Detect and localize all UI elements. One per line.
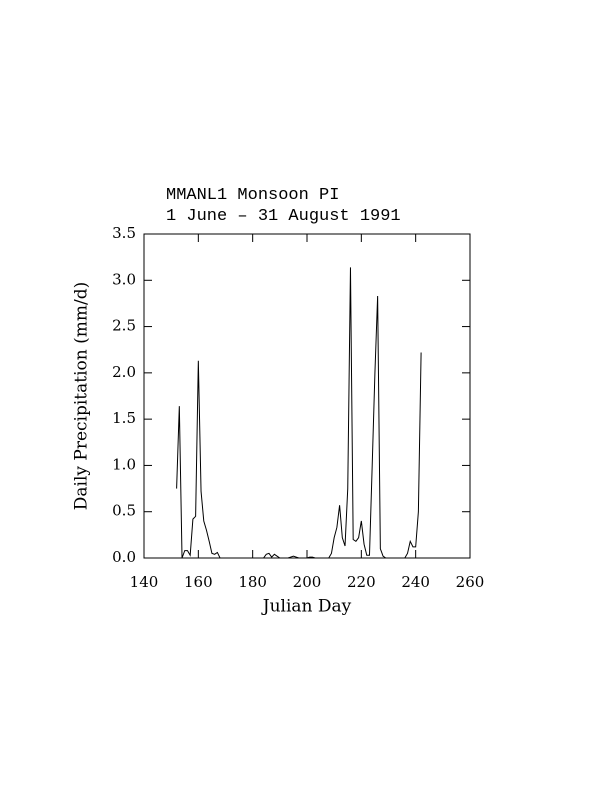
plot-frame [143, 233, 471, 559]
y-tick-label: 3.5 [112, 224, 136, 242]
y-tick-label: 0.0 [112, 548, 136, 566]
chart-subtitle: 1 June – 31 August 1991 [166, 207, 401, 226]
x-tick-label: 160 [184, 573, 213, 591]
y-tick-label: 2.5 [112, 317, 136, 335]
chart-title: MMANL1 Monsoon PI [166, 186, 339, 205]
x-axis-title: Julian Day [261, 597, 352, 617]
y-tick-label: 2.0 [112, 363, 136, 381]
x-tick-label: 260 [456, 573, 485, 591]
y-tick-label: 1.0 [112, 455, 136, 473]
y-tick-label: 3.0 [112, 270, 136, 288]
y-tick-label: 1.5 [112, 409, 136, 427]
x-tick-label: 240 [401, 573, 430, 591]
x-tick-label: 140 [130, 573, 159, 591]
data-line [176, 267, 422, 559]
x-tick-label: 180 [238, 573, 267, 591]
x-tick-label: 220 [347, 573, 376, 591]
y-axis-title: Daily Precipitation (mm/d) [72, 282, 92, 511]
y-tick-label: 0.5 [112, 502, 136, 520]
x-tick-label: 200 [293, 573, 322, 591]
